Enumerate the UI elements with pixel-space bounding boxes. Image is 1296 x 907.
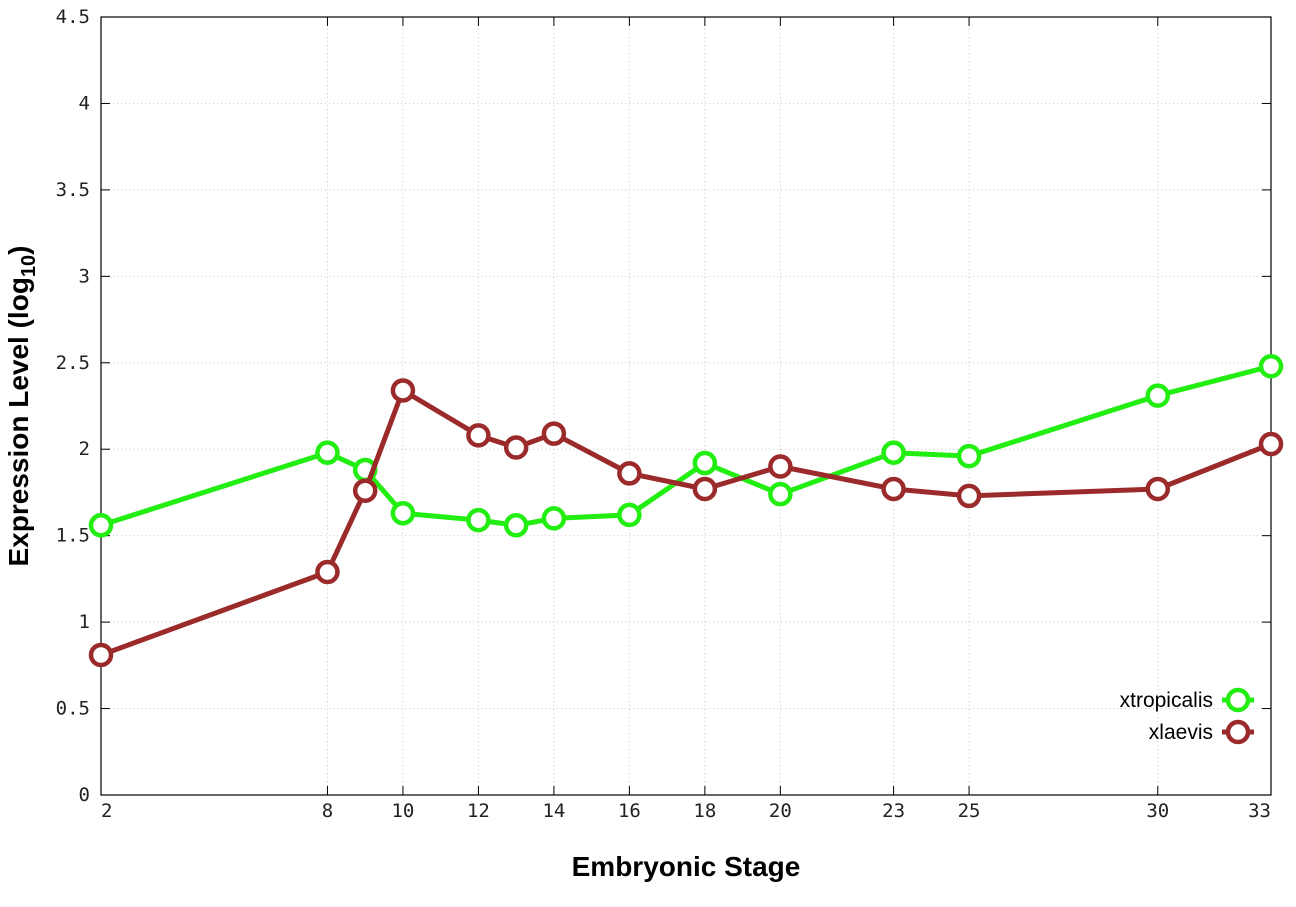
x-tick-label: 33: [1248, 800, 1271, 822]
x-axis-title: Embryonic Stage: [572, 851, 801, 882]
legend: xtropicalis xlaevis: [1120, 687, 1254, 745]
y-axis-title-subscript: 10: [18, 255, 40, 277]
data-point-xtropicalis: [390, 500, 416, 526]
y-tick-label: 4: [79, 92, 90, 114]
y-tick-label: 0.5: [56, 698, 90, 720]
series-layer: [88, 353, 1284, 668]
data-point-xtropicalis: [1258, 353, 1284, 379]
tick-layer: 0 0.5 1 1.5 2 2.5 3 3.5 4 4.5 2 8 10 12 14 16 18 20 23 25 30…: [56, 6, 1272, 822]
data-point-xlaevis: [541, 421, 567, 446]
x-tick-label: 23: [882, 800, 905, 822]
data-point-xlaevis: [390, 378, 416, 403]
data-point-xlaevis: [692, 476, 718, 502]
x-tick-label: 30: [1146, 800, 1169, 822]
x-tick-label: 8: [322, 800, 333, 822]
data-point-xtropicalis: [692, 450, 718, 476]
x-tick-label: 16: [618, 800, 641, 822]
y-axis-title: Expression Level (log10): [3, 246, 40, 567]
data-point-xtropicalis: [956, 443, 982, 469]
y-tick-label: 4.5: [56, 6, 90, 28]
legend-marker-xlaevis: [1225, 719, 1251, 745]
series-line-xlaevis: [98, 387, 1274, 658]
x-tick-label: 20: [769, 800, 792, 822]
y-tick-label: 3: [79, 265, 90, 287]
data-point-xtropicalis: [617, 502, 642, 528]
data-point-xlaevis: [881, 476, 906, 502]
x-tick-label: 25: [958, 800, 981, 822]
y-axis-title-main: Expression Level (log: [3, 277, 34, 566]
legend-marker-xtropicalis: [1225, 687, 1251, 713]
y-tick-label: 1: [79, 611, 90, 633]
data-point-xtropicalis: [88, 513, 114, 538]
data-point-xlaevis: [352, 478, 378, 503]
y-tick-label: 3.5: [56, 179, 90, 201]
data-point-xlaevis: [1258, 431, 1284, 457]
data-point-xtropicalis: [541, 506, 567, 531]
data-point-xlaevis: [617, 461, 642, 486]
series-line-xtropicalis: [98, 363, 1274, 528]
legend-label-xlaevis: xlaevis: [1149, 721, 1213, 744]
x-tick-label: 12: [467, 800, 490, 822]
y-axis-title-close: ): [3, 246, 34, 255]
data-point-xtropicalis: [315, 440, 340, 465]
data-point-xlaevis: [768, 454, 793, 479]
data-point-xtropicalis: [1145, 383, 1171, 408]
data-point-xtropicalis: [466, 507, 491, 533]
data-point-xlaevis: [88, 642, 114, 668]
x-tick-label: 2: [101, 800, 112, 822]
y-tick-label: 2: [79, 438, 90, 460]
y-tick-label: 2.5: [56, 352, 90, 374]
y-tick-label: 0: [79, 784, 90, 806]
plot-frame: [100, 16, 1272, 796]
data-point-xlaevis: [315, 559, 340, 585]
data-point-xtropicalis: [881, 440, 906, 465]
data-point-xtropicalis: [503, 513, 529, 538]
x-tick-label: 10: [391, 800, 414, 822]
data-point-xlaevis: [466, 423, 491, 448]
x-tick-label: 18: [693, 800, 716, 822]
data-point-xlaevis: [956, 483, 982, 509]
x-tick-label: 14: [542, 800, 565, 822]
grid-layer: [101, 17, 1271, 795]
data-point-xlaevis: [503, 435, 529, 460]
y-tick-label: 1.5: [56, 525, 90, 547]
data-point-xtropicalis: [768, 481, 793, 507]
data-point-xlaevis: [1145, 476, 1171, 502]
legend-label-xtropicalis: xtropicalis: [1120, 689, 1213, 712]
